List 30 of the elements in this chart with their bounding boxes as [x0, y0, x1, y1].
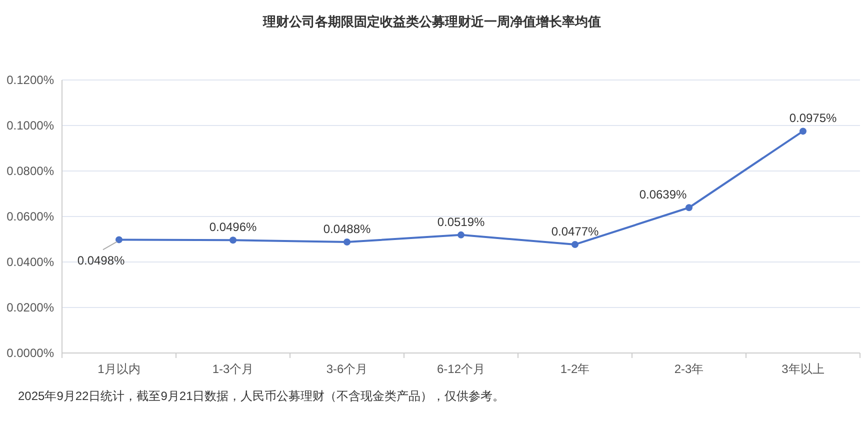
x-tick-label: 1月以内: [98, 362, 140, 376]
data-label: 0.0496%: [209, 220, 258, 234]
data-label: 0.0975%: [789, 111, 838, 126]
y-tick-label: 0.0000%: [6, 346, 54, 360]
data-label: 0.0477%: [551, 224, 600, 238]
x-tick-label: 3年以上: [782, 362, 824, 376]
data-label: 0.0488%: [323, 222, 372, 236]
y-tick-label: 0.0800%: [6, 164, 54, 178]
point: [686, 204, 692, 212]
point: [572, 240, 578, 248]
x-tick-label: 1-3个月: [212, 362, 254, 376]
data-label: 0.0519%: [437, 214, 486, 229]
x-tick-label: 1-2年: [560, 362, 590, 376]
y-tick-label: 0.1200%: [6, 73, 54, 87]
y-tick-label: 0.0600%: [6, 210, 54, 224]
point: [800, 128, 806, 135]
point: [344, 238, 350, 246]
point: [230, 236, 236, 244]
chart-title: 理财公司各期限固定收益类公募理财近一周净值增长率均值: [262, 14, 601, 29]
point: [458, 231, 464, 238]
point: [116, 236, 122, 244]
y-tick-label: 0.1000%: [6, 118, 54, 132]
x-tick-label: 2-3年: [674, 362, 704, 376]
x-tick-label: 6-12个月: [436, 362, 486, 376]
x-tick-label: 3-6个月: [326, 362, 368, 376]
y-tick-label: 0.0200%: [6, 300, 54, 314]
y-tick-label: 0.0400%: [6, 255, 54, 269]
data-label: 0.0498%: [77, 254, 126, 268]
data-label: 0.0639%: [639, 188, 688, 202]
text: 2025年9月22日统计，截至9月21日数据，人民币公募理财（不含现金类产品），仅供参考。: [18, 389, 505, 403]
